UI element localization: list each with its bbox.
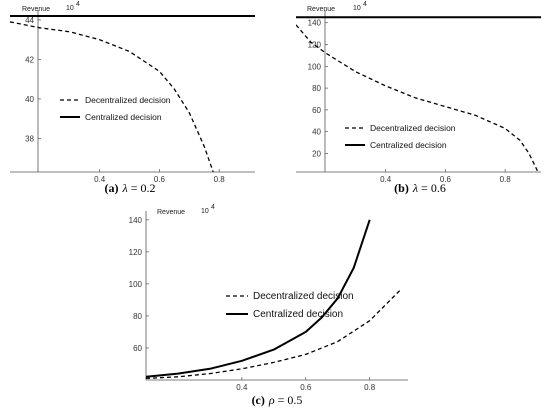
x-tick-label: 0.4 bbox=[380, 175, 392, 184]
x-tick-label: 0.8 bbox=[500, 175, 512, 184]
x-tick-label: 0.8 bbox=[214, 175, 226, 184]
caption-variable: ρ bbox=[268, 393, 275, 407]
y-tick-label: 44 bbox=[25, 16, 34, 25]
caption-tag: (b) bbox=[394, 181, 409, 195]
y-tick-label: 120 bbox=[129, 248, 143, 257]
y-axis-unit: 10 bbox=[201, 208, 209, 215]
panel-caption: (a) λ = 0.2 bbox=[105, 181, 156, 195]
chart-panel-c: Revenue 104 0.4 0.6 0.8 60 80 100 120 140 Decentra… bbox=[129, 204, 408, 407]
y-tick-label: 80 bbox=[312, 84, 321, 93]
y-tick-label: 40 bbox=[312, 128, 321, 137]
x-tick-label: 0.6 bbox=[154, 175, 166, 184]
x-tick-label: 0.6 bbox=[300, 383, 312, 392]
chart-panel-b: Revenue 104 0.4 0.6 0.8 20 40 60 80 100 120 140 Dece… bbox=[296, 1, 541, 195]
y-tick-label: 140 bbox=[308, 19, 322, 28]
y-tick-label: 20 bbox=[312, 149, 321, 158]
y-axis-exponent: 4 bbox=[363, 1, 367, 8]
chart-panel-a: Revenue 104 0.4 0.6 0.8 38 40 42 44 Decentralized… bbox=[10, 1, 255, 195]
y-tick-label: 80 bbox=[133, 312, 142, 321]
legend-label: Decentralized decision bbox=[85, 95, 171, 105]
y-axis-label: Revenue bbox=[307, 6, 335, 13]
caption-value: = 0.2 bbox=[128, 181, 156, 195]
y-axis-label: Revenue bbox=[157, 209, 185, 216]
legend-label: Centralized decision bbox=[370, 140, 447, 150]
y-axis-label: Revenue bbox=[22, 6, 50, 13]
caption-variable: λ bbox=[122, 181, 128, 195]
y-tick-label: 100 bbox=[129, 280, 143, 289]
y-axis-unit: 10 bbox=[66, 5, 74, 12]
y-axis-exponent: 4 bbox=[211, 204, 215, 211]
y-tick-label: 120 bbox=[308, 41, 322, 50]
legend-label: Decentralized decision bbox=[253, 291, 354, 302]
x-tick-label: 0.4 bbox=[94, 175, 106, 184]
y-tick-label: 60 bbox=[133, 344, 142, 353]
caption-tag: (a) bbox=[105, 181, 119, 195]
y-axis-unit: 10 bbox=[353, 5, 361, 12]
x-tick-label: 0.8 bbox=[364, 383, 376, 392]
y-tick-label: 100 bbox=[308, 62, 322, 71]
legend-label: Decentralized decision bbox=[370, 123, 456, 133]
y-tick-label: 140 bbox=[129, 216, 143, 225]
y-tick-label: 42 bbox=[25, 55, 34, 64]
series-decentralized-line bbox=[296, 24, 539, 172]
panel-caption: (c) ρ = 0.5 bbox=[252, 393, 303, 407]
series-centralized-line bbox=[146, 219, 371, 378]
series-decentralized-line bbox=[10, 21, 214, 172]
caption-variable: λ bbox=[412, 181, 418, 195]
caption-value: = 0.6 bbox=[418, 181, 446, 195]
y-tick-label: 40 bbox=[25, 95, 34, 104]
x-tick-label: 0.6 bbox=[440, 175, 452, 184]
panel-caption: (b) λ = 0.6 bbox=[394, 181, 446, 195]
series-decentralized-line bbox=[146, 288, 403, 380]
caption-tag: (c) bbox=[252, 393, 265, 407]
y-tick-label: 60 bbox=[312, 106, 321, 115]
legend-label: Centralized decision bbox=[253, 309, 343, 320]
y-tick-label: 38 bbox=[25, 134, 34, 143]
caption-value: = 0.5 bbox=[275, 393, 303, 407]
x-tick-label: 0.4 bbox=[236, 383, 248, 392]
y-axis-exponent: 4 bbox=[76, 1, 80, 8]
legend-label: Centralized decision bbox=[85, 112, 162, 122]
